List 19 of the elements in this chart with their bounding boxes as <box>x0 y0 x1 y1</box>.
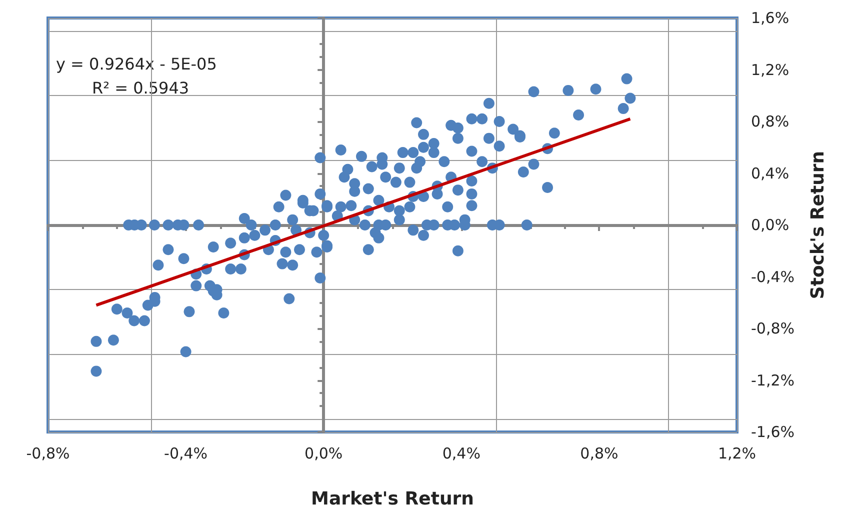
y-axis-title: Stock's Return <box>808 150 828 300</box>
x-axis-title: Market's Return <box>311 488 474 510</box>
y-tick-label: 1,2% <box>751 60 790 79</box>
x-tick-label: -0,4% <box>164 444 208 462</box>
y-tick-label: -0,8% <box>751 320 795 338</box>
x-tick-label: 1,2% <box>718 444 756 462</box>
y-tick-label: -1,6% <box>751 423 795 441</box>
y-tick-label: 0,8% <box>751 112 790 130</box>
x-tick-label: 0,8% <box>580 444 618 462</box>
y-tick-label: 1,6% <box>751 9 790 27</box>
annotation: R² = 0.5943 <box>92 78 190 98</box>
annotation: y = 0.9264x - 5E-05 <box>56 54 217 74</box>
y-tick-label: -0,4% <box>751 268 795 286</box>
x-tick-label: 0,4% <box>442 444 480 462</box>
x-tick-label: -0,8% <box>26 444 70 462</box>
y-tick-label: -1,2% <box>751 371 795 390</box>
x-tick-label: 0,0% <box>304 444 343 462</box>
y-tick-label: 0,4% <box>751 164 790 182</box>
y-tick-label: 0,0% <box>751 216 790 234</box>
